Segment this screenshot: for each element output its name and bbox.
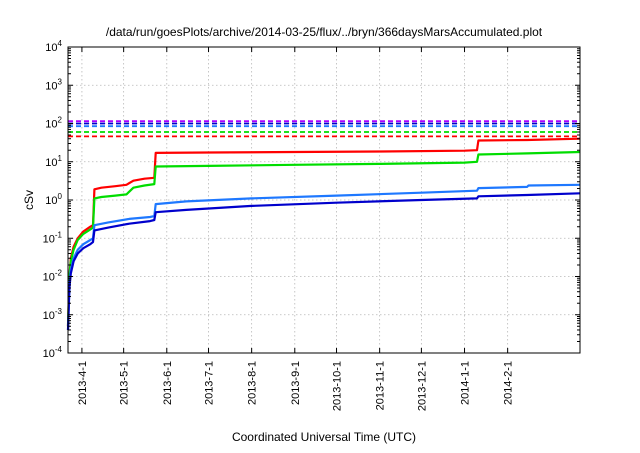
series-line <box>66 183 581 331</box>
x-tick-label: 2013-12-1 <box>416 361 428 411</box>
x-tick-label: 2013-4-1 <box>77 361 89 405</box>
series-lines <box>66 137 581 331</box>
x-tick-label: 2014-2-1 <box>503 361 515 405</box>
x-tick-label: 2013-5-1 <box>119 361 131 405</box>
chart-title: /data/run/goesPlots/archive/2014-03-25/f… <box>106 25 543 39</box>
x-tick-label: 2013-10-1 <box>332 361 344 411</box>
x-tick-labels: 2013-4-1 2013-5-1 2013-6-1 2013-7-1 2013-8-1… <box>77 361 515 411</box>
x-axis-label: Coordinated Universal Time (UTC) <box>232 430 416 444</box>
series-line <box>66 137 581 327</box>
series-line <box>66 192 581 331</box>
x-tick-label: 2013-7-1 <box>204 361 216 405</box>
y-tick-label: 10-1 <box>43 230 63 245</box>
series-line <box>66 150 581 327</box>
y-tick-label: 10-4 <box>43 345 63 360</box>
y-tick-label: 103 <box>45 77 62 92</box>
x-tick-label: 2013-6-1 <box>162 361 174 405</box>
y-tick-label: 104 <box>45 39 62 54</box>
x-tick-label: 2013-9-1 <box>290 361 302 405</box>
grid <box>68 47 580 353</box>
y-tick-labels: 10-4 10-3 10-2 10-1 100 101 102 103 104 <box>43 39 63 360</box>
x-tick-label: 2013-11-1 <box>375 361 387 410</box>
y-tick-label: 10-2 <box>43 269 63 284</box>
y-tick-label: 100 <box>45 192 62 207</box>
x-tick-label: 2014-1-1 <box>460 361 472 405</box>
x-tick-label: 2013-8-1 <box>247 361 259 405</box>
y-axis-label: cSv <box>22 190 36 210</box>
y-tick-label: 102 <box>45 116 62 131</box>
y-tick-label: 10-3 <box>43 307 63 322</box>
ticks <box>68 46 580 354</box>
y-tick-label: 101 <box>45 154 62 169</box>
reference-lines <box>68 120 580 138</box>
